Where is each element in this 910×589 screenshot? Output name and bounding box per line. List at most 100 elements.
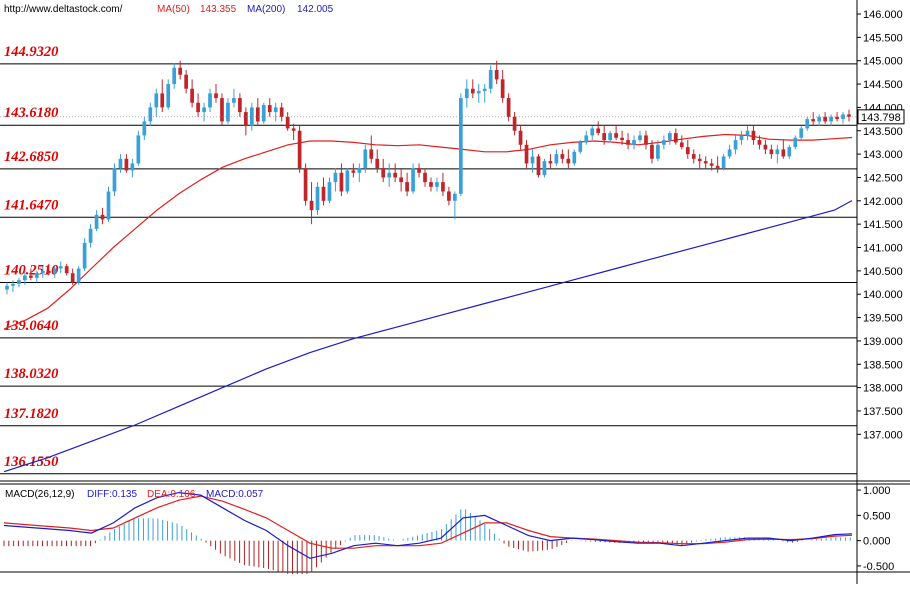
candle (309, 182, 314, 225)
candle (357, 163, 362, 183)
candle-body (220, 98, 224, 122)
candle (769, 144, 774, 159)
price-tick-label: 142.500 (863, 172, 903, 184)
candle-body (805, 119, 810, 129)
candle-body (279, 107, 284, 117)
ma50-path (3, 133, 853, 330)
candle (29, 268, 33, 281)
candle-body (673, 133, 678, 143)
ma50-value: 143.355 (200, 4, 237, 15)
candle-body (166, 84, 171, 108)
candle (76, 266, 81, 285)
candle-body (464, 88, 469, 99)
ma50-line (3, 133, 853, 330)
candle (650, 140, 654, 164)
candle (673, 128, 678, 145)
candle-body (184, 74, 188, 89)
candle (506, 93, 511, 122)
macd-diff-line (3, 491, 853, 559)
candle (64, 263, 69, 276)
candle-body (769, 149, 774, 155)
candle (70, 268, 75, 285)
candle (703, 156, 708, 169)
candle-body (709, 163, 714, 166)
candle-body (733, 140, 738, 150)
macd-name: MACD(26,12,9) (5, 489, 74, 500)
candle (775, 144, 780, 164)
candle (512, 112, 517, 136)
candle-body (596, 128, 601, 134)
candle (345, 168, 350, 194)
candle (727, 144, 732, 159)
candle (823, 112, 827, 124)
macd-tick-label: 1.000 (863, 485, 891, 497)
source-url[interactable]: http://www.deltastock.com/ (4, 4, 123, 15)
candle-body (23, 275, 27, 281)
candle-body (70, 273, 75, 283)
candle-body (548, 161, 553, 164)
macd-dea: DEA:0.106 (147, 489, 196, 500)
candle (787, 144, 792, 159)
price-tick-label: 137.000 (863, 429, 903, 441)
candle (363, 144, 368, 173)
candle-body (267, 105, 272, 113)
ma200-label: MA(200) (247, 4, 285, 15)
candle-body (76, 268, 81, 283)
candle (130, 158, 135, 178)
candle-body (560, 154, 565, 159)
candle (411, 163, 415, 194)
candle (494, 60, 499, 85)
candle (805, 116, 810, 131)
macd-panel: 1.000 0.500 0.000 -0.500 (3, 485, 894, 575)
price-tick-label: 137.500 (863, 406, 903, 418)
candle (739, 130, 744, 145)
candle-body (387, 172, 392, 178)
candle-body (321, 186, 326, 201)
ma200-value: 142.005 (297, 4, 334, 15)
candle (238, 93, 242, 117)
price-tick-label: 145.000 (863, 56, 903, 68)
candle (781, 140, 786, 159)
candle-body (375, 158, 380, 169)
candle (154, 88, 159, 117)
candle-body (214, 93, 218, 99)
candle-body (697, 158, 702, 162)
candle (435, 177, 439, 192)
candle-body (148, 107, 153, 122)
candle-body (273, 107, 278, 113)
candle (351, 163, 356, 178)
candle (679, 135, 684, 150)
ma50-label: MA(50) (157, 4, 190, 15)
candle-body (488, 70, 493, 89)
candle (160, 79, 165, 113)
candle-body (590, 128, 595, 136)
price-tick-label: 146.000 (863, 9, 903, 21)
candle-body (303, 168, 308, 201)
candle (321, 177, 326, 206)
candle (632, 135, 636, 150)
candle (339, 163, 344, 197)
macd-dea-line (3, 495, 853, 549)
candle-body (393, 172, 398, 178)
candle-body (339, 172, 344, 192)
candle (11, 280, 15, 292)
candle-body (703, 161, 708, 164)
candle-body (638, 135, 642, 141)
price-axis-ticks: 146.000145.500145.000144.500144.000143.5… (857, 9, 903, 441)
candle (668, 130, 672, 145)
candle-body (775, 149, 780, 155)
candle (214, 84, 218, 103)
candle-body (787, 147, 792, 157)
level-label: 144.9320 (4, 44, 58, 60)
candle (178, 60, 183, 80)
candle (578, 140, 583, 155)
price-tick-label: 139.000 (863, 336, 903, 348)
candle-body (458, 98, 463, 194)
candle-body (309, 200, 314, 211)
candle (542, 158, 547, 178)
candle-body (727, 149, 732, 157)
candle (417, 163, 421, 178)
candle-body (381, 168, 386, 178)
candle (148, 102, 153, 127)
